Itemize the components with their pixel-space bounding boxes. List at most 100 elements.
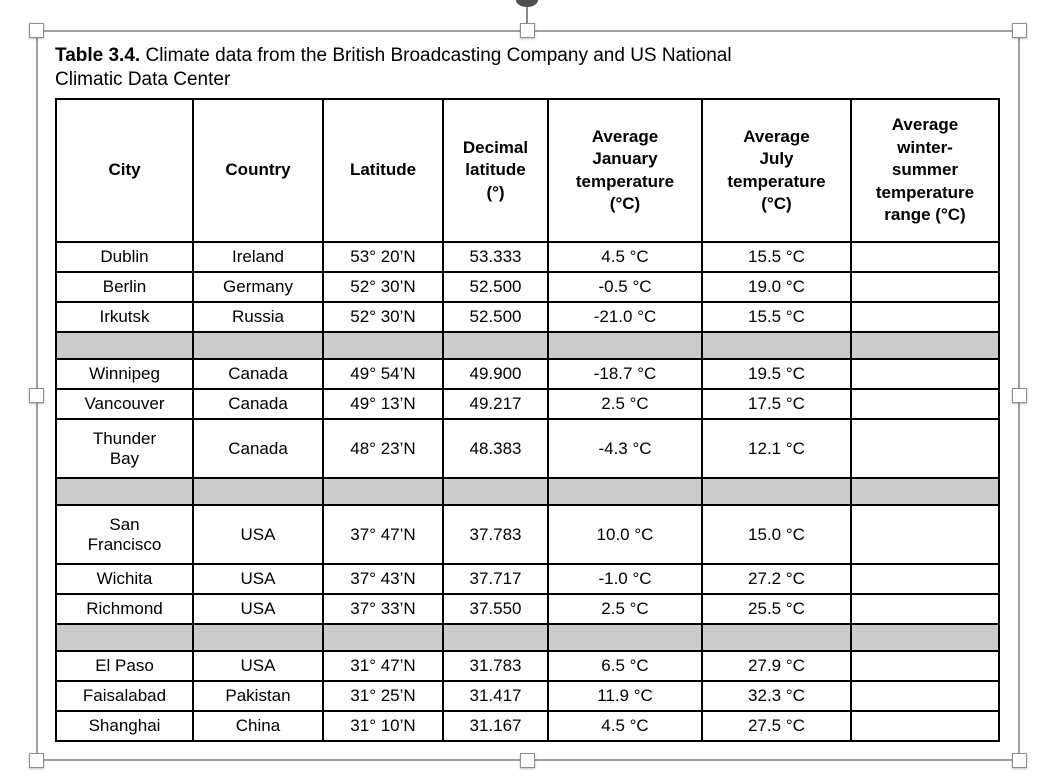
- cell-decimal[interactable]: 31.167: [442, 710, 549, 742]
- cell-latitude[interactable]: 52° 30’N: [322, 271, 444, 303]
- cell-city[interactable]: Wichita: [55, 563, 194, 595]
- cell-decimal[interactable]: 49.900: [442, 358, 549, 390]
- cell-jul[interactable]: 12.1 °C: [701, 418, 852, 479]
- cell-decimal[interactable]: 31.783: [442, 650, 549, 682]
- resize-handle-bottom-right[interactable]: [1012, 753, 1027, 768]
- resize-handle-top-left[interactable]: [29, 23, 44, 38]
- cell-jan[interactable]: 2.5 °C: [547, 593, 703, 625]
- cell-jul[interactable]: 15.5 °C: [701, 301, 852, 333]
- column-header[interactable]: Decimal latitude (°): [442, 98, 549, 243]
- cell-country[interactable]: Pakistan: [192, 680, 324, 712]
- cell-range[interactable]: [850, 418, 1000, 479]
- cell-decimal[interactable]: 52.500: [442, 271, 549, 303]
- cell-decimal[interactable]: 48.383: [442, 418, 549, 479]
- cell-range[interactable]: [850, 563, 1000, 595]
- cell-country[interactable]: USA: [192, 593, 324, 625]
- climate-table[interactable]: City Country Latitude Decimal latitude (°) A…: [55, 98, 1000, 742]
- cell-jul[interactable]: 17.5 °C: [701, 388, 852, 420]
- cell-decimal[interactable]: 53.333: [442, 241, 549, 273]
- resize-handle-top-right[interactable]: [1012, 23, 1027, 38]
- cell-decimal[interactable]: 52.500: [442, 301, 549, 333]
- cell-jul[interactable]: 27.9 °C: [701, 650, 852, 682]
- cell-city[interactable]: El Paso: [55, 650, 194, 682]
- cell-latitude[interactable]: 37° 33’N: [322, 593, 444, 625]
- resize-handle-middle-right[interactable]: [1012, 388, 1027, 403]
- cell-latitude[interactable]: 53° 20’N: [322, 241, 444, 273]
- cell-city[interactable]: Berlin: [55, 271, 194, 303]
- cell-latitude[interactable]: 31° 10’N: [322, 710, 444, 742]
- cell-jul[interactable]: 19.0 °C: [701, 271, 852, 303]
- cell-latitude[interactable]: 37° 43’N: [322, 563, 444, 595]
- cell-range[interactable]: [850, 710, 1000, 742]
- cell-range[interactable]: [850, 301, 1000, 333]
- cell-city[interactable]: Irkutsk: [55, 301, 194, 333]
- column-header[interactable]: Country: [192, 98, 324, 243]
- cell-range[interactable]: [850, 593, 1000, 625]
- cell-latitude[interactable]: 49° 54’N: [322, 358, 444, 390]
- cell-country[interactable]: China: [192, 710, 324, 742]
- cell-jan[interactable]: 2.5 °C: [547, 388, 703, 420]
- cell-decimal[interactable]: 49.217: [442, 388, 549, 420]
- cell-country[interactable]: USA: [192, 504, 324, 565]
- cell-range[interactable]: [850, 504, 1000, 565]
- cell-jul[interactable]: 27.2 °C: [701, 563, 852, 595]
- rotation-handle[interactable]: [516, 0, 538, 7]
- resize-handle-bottom-left[interactable]: [29, 753, 44, 768]
- cell-country[interactable]: Ireland: [192, 241, 324, 273]
- cell-latitude[interactable]: 31° 47’N: [322, 650, 444, 682]
- cell-jan[interactable]: -18.7 °C: [547, 358, 703, 390]
- cell-jul[interactable]: 15.0 °C: [701, 504, 852, 565]
- table-caption[interactable]: Table 3.4. Climate data from the British…: [55, 44, 797, 92]
- cell-city[interactable]: San Francisco: [55, 504, 194, 565]
- resize-handle-middle-left[interactable]: [29, 388, 44, 403]
- cell-jan[interactable]: 10.0 °C: [547, 504, 703, 565]
- column-header[interactable]: City: [55, 98, 194, 243]
- cell-city[interactable]: Vancouver: [55, 388, 194, 420]
- column-header[interactable]: Average winter- summer temperature range…: [850, 98, 1000, 243]
- cell-range[interactable]: [850, 271, 1000, 303]
- cell-country[interactable]: USA: [192, 650, 324, 682]
- column-header[interactable]: Latitude: [322, 98, 444, 243]
- cell-jan[interactable]: -1.0 °C: [547, 563, 703, 595]
- cell-jul[interactable]: 32.3 °C: [701, 680, 852, 712]
- cell-city[interactable]: Shanghai: [55, 710, 194, 742]
- cell-jul[interactable]: 25.5 °C: [701, 593, 852, 625]
- cell-decimal[interactable]: 31.417: [442, 680, 549, 712]
- cell-jul[interactable]: 19.5 °C: [701, 358, 852, 390]
- cell-decimal[interactable]: 37.550: [442, 593, 549, 625]
- resize-handle-bottom-center[interactable]: [520, 753, 535, 768]
- cell-range[interactable]: [850, 650, 1000, 682]
- cell-range[interactable]: [850, 388, 1000, 420]
- cell-city[interactable]: Richmond: [55, 593, 194, 625]
- cell-latitude[interactable]: 48° 23’N: [322, 418, 444, 479]
- cell-range[interactable]: [850, 241, 1000, 273]
- cell-range[interactable]: [850, 680, 1000, 712]
- cell-jul[interactable]: 27.5 °C: [701, 710, 852, 742]
- column-header[interactable]: Average January temperature (°C): [547, 98, 703, 243]
- cell-country[interactable]: Canada: [192, 358, 324, 390]
- cell-country[interactable]: Canada: [192, 388, 324, 420]
- cell-city[interactable]: Thunder Bay: [55, 418, 194, 479]
- cell-latitude[interactable]: 37° 47’N: [322, 504, 444, 565]
- cell-country[interactable]: USA: [192, 563, 324, 595]
- cell-jan[interactable]: -4.3 °C: [547, 418, 703, 479]
- cell-jan[interactable]: 6.5 °C: [547, 650, 703, 682]
- cell-decimal[interactable]: 37.717: [442, 563, 549, 595]
- column-header[interactable]: Average July temperature (°C): [701, 98, 852, 243]
- cell-decimal[interactable]: 37.783: [442, 504, 549, 565]
- cell-city[interactable]: Faisalabad: [55, 680, 194, 712]
- cell-jan[interactable]: 4.5 °C: [547, 241, 703, 273]
- resize-handle-top-center[interactable]: [520, 23, 535, 38]
- cell-jan[interactable]: 4.5 °C: [547, 710, 703, 742]
- cell-latitude[interactable]: 31° 25’N: [322, 680, 444, 712]
- cell-jan[interactable]: 11.9 °C: [547, 680, 703, 712]
- cell-city[interactable]: Winnipeg: [55, 358, 194, 390]
- cell-country[interactable]: Russia: [192, 301, 324, 333]
- cell-jan[interactable]: -0.5 °C: [547, 271, 703, 303]
- cell-range[interactable]: [850, 358, 1000, 390]
- cell-jan[interactable]: -21.0 °C: [547, 301, 703, 333]
- cell-latitude[interactable]: 52° 30’N: [322, 301, 444, 333]
- cell-jul[interactable]: 15.5 °C: [701, 241, 852, 273]
- cell-country[interactable]: Canada: [192, 418, 324, 479]
- cell-country[interactable]: Germany: [192, 271, 324, 303]
